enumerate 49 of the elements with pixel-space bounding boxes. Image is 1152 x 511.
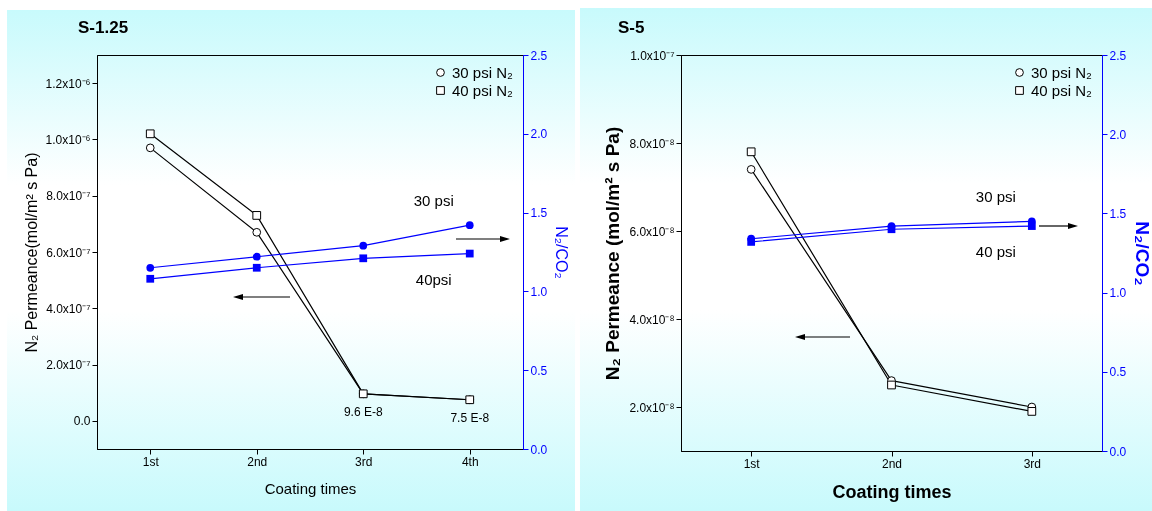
series-label: 30 psi xyxy=(975,188,1016,206)
annotation: 7.5 E-8 xyxy=(450,410,490,425)
y2-axis-title: N₂/CO₂ xyxy=(553,226,571,279)
chart-title: S-1.25 xyxy=(78,18,129,37)
y2-tick-label: 2.5 xyxy=(1109,48,1127,63)
y-axis-title: N₂ Permeance(mol/m² s Pa) xyxy=(22,152,40,353)
y-tick-label: 8.0x10⁻⁸ xyxy=(629,136,675,151)
y-tick-label: 0.0 xyxy=(73,414,91,429)
y2-tick-label: 1.0 xyxy=(1109,286,1127,301)
x-tick-label: 3rd xyxy=(1023,456,1042,471)
y2-tick-label: 0.5 xyxy=(1109,365,1127,380)
x-tick-label: 1st xyxy=(142,454,160,469)
chart-title: S-5 xyxy=(617,18,645,37)
x-tick-label: 2nd xyxy=(247,454,268,469)
annotation: 9.6 E-8 xyxy=(343,404,383,419)
y-tick-label: 6.0x10⁻⁸ xyxy=(629,224,675,239)
legend-label: 40 psi N₂ xyxy=(452,81,514,99)
y-tick-label: 1.2x10⁻⁶ xyxy=(45,76,91,91)
legend-label: 40 psi N₂ xyxy=(1031,81,1093,99)
series-label: 30 psi xyxy=(413,192,454,210)
series-label: 40 psi xyxy=(975,243,1016,261)
y2-tick-label: 0.0 xyxy=(530,442,548,457)
legend-label: 30 psi N₂ xyxy=(1031,63,1093,81)
y2-tick-label: 1.0 xyxy=(530,284,548,299)
y-tick-label: 4.0x10⁻⁸ xyxy=(629,312,675,327)
x-tick-label: 2nd xyxy=(881,456,903,471)
y-tick-label: 2.0x10⁻⁷ xyxy=(46,358,91,373)
y-tick-label: 6.0x10⁻⁷ xyxy=(46,245,91,260)
y2-tick-label: 1.5 xyxy=(530,206,548,221)
y-tick-label: 2.0x10⁻⁸ xyxy=(629,400,675,415)
y-tick-label: 1.0x10⁻⁷ xyxy=(630,48,675,63)
y2-tick-label: 2.0 xyxy=(530,127,548,142)
x-axis-title: Coating times xyxy=(832,481,952,502)
y2-tick-label: 2.5 xyxy=(530,48,548,63)
x-axis-title: Coating times xyxy=(264,479,357,497)
y2-tick-label: 0.5 xyxy=(530,363,548,378)
y-axis-title: N₂ Permeance (mol/m² s Pa) xyxy=(602,126,624,381)
y-tick-label: 1.0x10⁻⁶ xyxy=(45,132,91,147)
y2-tick-label: 1.5 xyxy=(1109,206,1127,221)
legend-label: 30 psi N₂ xyxy=(452,63,514,81)
y2-axis-title: N₂/CO₂ xyxy=(1132,221,1152,286)
series-label: 40psi xyxy=(415,270,452,288)
x-tick-label: 1st xyxy=(743,456,761,471)
y-tick-label: 8.0x10⁻⁷ xyxy=(46,189,91,204)
y2-tick-label: 2.0 xyxy=(1109,127,1127,142)
y-tick-label: 4.0x10⁻⁷ xyxy=(46,301,91,316)
x-tick-label: 3rd xyxy=(355,454,373,469)
x-tick-label: 4th xyxy=(461,454,479,469)
y2-tick-label: 0.0 xyxy=(1109,444,1127,459)
